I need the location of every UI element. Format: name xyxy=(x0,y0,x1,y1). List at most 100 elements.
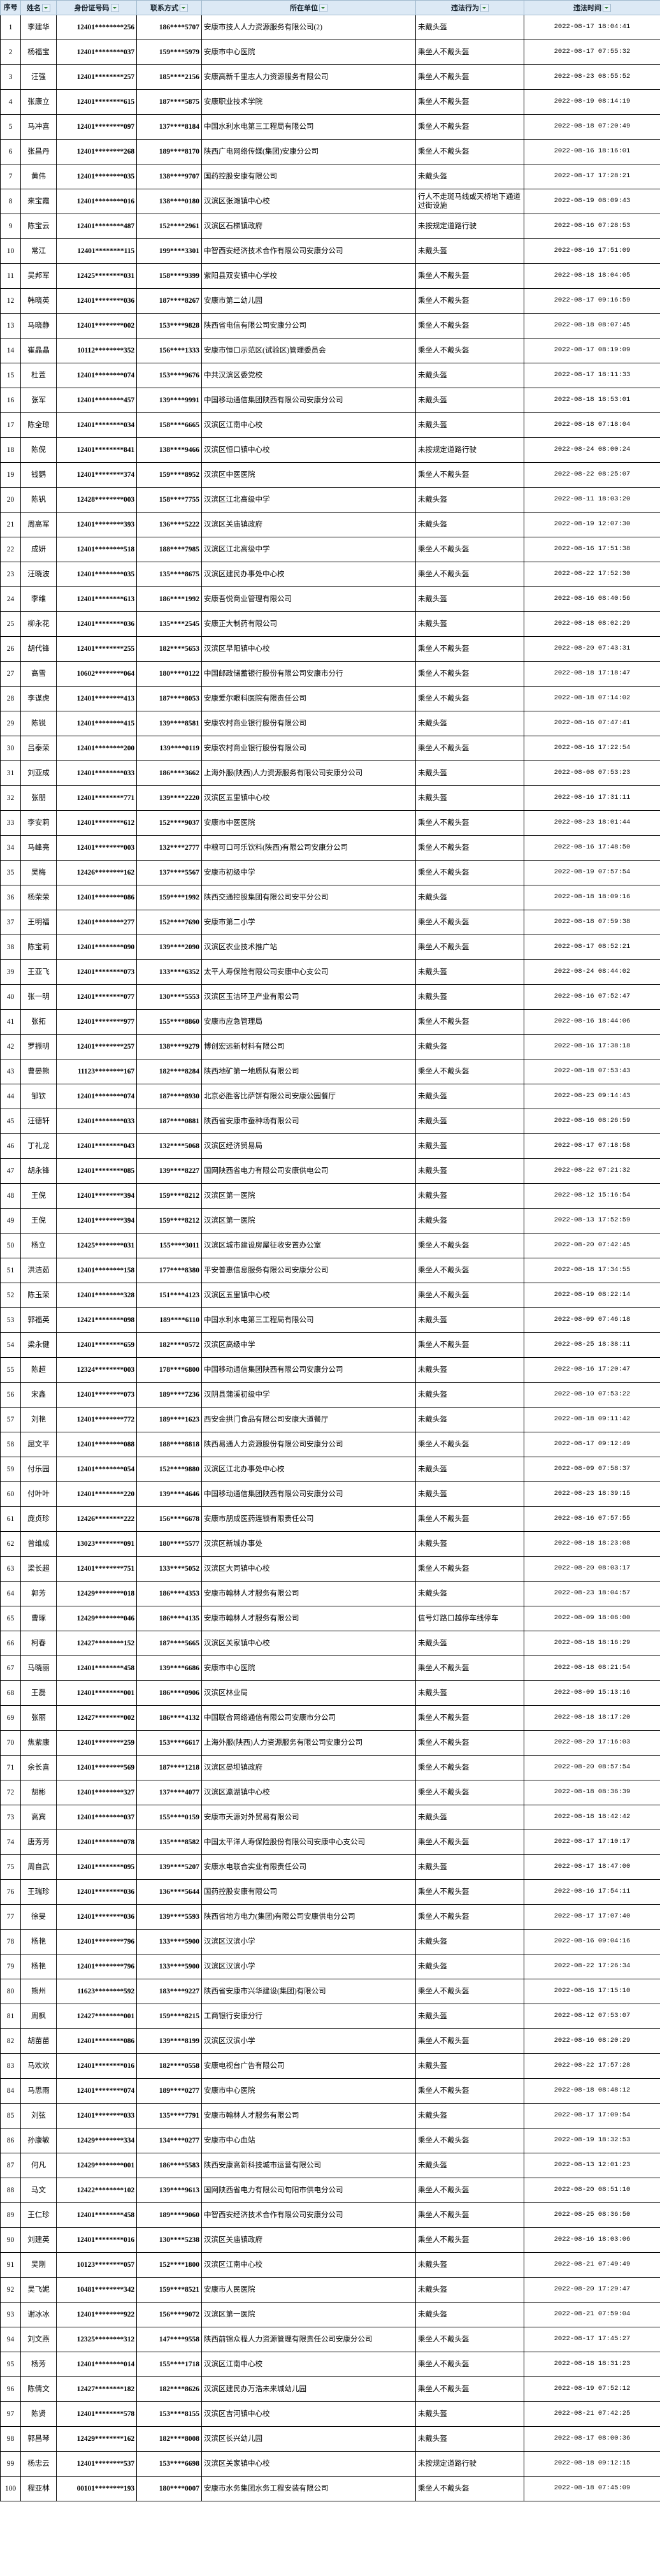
cell-idx[interactable]: 36 xyxy=(0,885,21,910)
cell-phone[interactable]: 153****8155 xyxy=(136,2401,202,2427)
cell-idx[interactable]: 88 xyxy=(0,2178,21,2203)
cell-unit[interactable]: 中共汉滨区委党校 xyxy=(201,363,416,388)
cell-name[interactable]: 刘弦 xyxy=(20,2103,57,2128)
cell-idx[interactable]: 81 xyxy=(0,2004,21,2029)
table-row[interactable]: 94 刘文燕 12325********312 147****9558 陕西前锦众程人力… xyxy=(0,2327,660,2352)
cell-time[interactable]: 2022-08-22 17:26:34 xyxy=(524,1954,660,1979)
cell-idx[interactable]: 71 xyxy=(0,1755,21,1780)
cell-phone[interactable]: 159****8215 xyxy=(136,2004,202,2029)
cell-idx[interactable]: 12 xyxy=(0,288,21,314)
cell-unit[interactable]: 国网陕西省电力有限公司安康供电公司 xyxy=(201,1158,416,1184)
cell-unit[interactable]: 汉滨区建民办事处中心校 xyxy=(201,562,416,587)
cell-behav[interactable]: 未戴头盔 xyxy=(415,711,524,736)
cell-idx[interactable]: 53 xyxy=(0,1307,21,1333)
cell-unit[interactable]: 汉滨区江北高级中学 xyxy=(201,537,416,562)
cell-unit[interactable]: 陕西地矿第一地质队有限公司 xyxy=(201,1059,416,1084)
cell-id[interactable]: 12401********922 xyxy=(56,2302,137,2327)
cell-behav[interactable]: 信号灯路口越停车线停车 xyxy=(415,1606,524,1631)
cell-id[interactable]: 13023********091 xyxy=(56,1531,137,1557)
cell-id[interactable]: 12401********268 xyxy=(56,139,137,164)
cell-behav[interactable]: 乘坐人不戴头盔 xyxy=(415,2128,524,2153)
cell-time[interactable]: 2022-08-18 18:04:05 xyxy=(524,263,660,289)
cell-unit[interactable]: 安康吾悦商业管理有限公司 xyxy=(201,586,416,612)
cell-unit[interactable]: 中智西安经济技术合作有限公司安康分公司 xyxy=(201,2202,416,2228)
cell-phone[interactable]: 180****0007 xyxy=(136,2476,202,2501)
cell-time[interactable]: 2022-08-18 17:18:47 xyxy=(524,661,660,687)
cell-phone[interactable]: 153****9828 xyxy=(136,313,202,338)
cell-name[interactable]: 成妍 xyxy=(20,537,57,562)
cell-time[interactable]: 2022-08-20 08:57:54 xyxy=(524,1755,660,1780)
cell-time[interactable]: 2022-08-09 15:13:16 xyxy=(524,1680,660,1706)
cell-behav[interactable]: 乘坐人不戴头盔 xyxy=(415,114,524,140)
cell-idx[interactable]: 19 xyxy=(0,462,21,488)
cell-name[interactable]: 陈贤 xyxy=(20,2401,57,2427)
cell-name[interactable]: 郭昌琴 xyxy=(20,2426,57,2452)
cell-time[interactable]: 2022-08-16 07:47:41 xyxy=(524,711,660,736)
cell-behav[interactable]: 乘坐人不戴头盔 xyxy=(415,1755,524,1780)
cell-unit[interactable]: 陕西前锦众程人力资源管理有限责任公司安康分公司 xyxy=(201,2327,416,2352)
cell-name[interactable]: 汪德轩 xyxy=(20,1109,57,1134)
cell-time[interactable]: 2022-08-16 18:16:01 xyxy=(524,139,660,164)
cell-phone[interactable]: 177****8380 xyxy=(136,1258,202,1283)
cell-phone[interactable]: 182****8008 xyxy=(136,2426,202,2452)
cell-behav[interactable]: 未戴头盔 xyxy=(415,2053,524,2079)
cell-time[interactable]: 2022-08-10 07:53:22 xyxy=(524,1382,660,1408)
table-row[interactable]: 10 常江 12401********115 199****3301 中智西安经济技术合… xyxy=(0,238,660,264)
cell-phone[interactable]: 155****8860 xyxy=(136,1009,202,1035)
cell-id[interactable]: 12427********182 xyxy=(56,2376,137,2402)
cell-id[interactable]: 12428********003 xyxy=(56,487,137,513)
cell-idx[interactable]: 69 xyxy=(0,1705,21,1731)
cell-phone[interactable]: 158****9399 xyxy=(136,263,202,289)
cell-id[interactable]: 12401********037 xyxy=(56,40,137,65)
cell-idx[interactable]: 21 xyxy=(0,512,21,537)
column-header-unit[interactable]: 所在单位 xyxy=(201,0,416,15)
table-row[interactable]: 96 陈倩文 12427********182 182****8626 汉滨区建民办万浩… xyxy=(0,2376,660,2402)
cell-phone[interactable]: 188****8818 xyxy=(136,1432,202,1457)
table-row[interactable]: 54 梁永健 12401********659 182****0572 汉滨区高级中学乘… xyxy=(0,1332,660,1358)
cell-name[interactable]: 陈超 xyxy=(20,1357,57,1383)
column-header-id[interactable]: 身份证号码 xyxy=(56,0,137,15)
cell-name[interactable]: 胡苗苗 xyxy=(20,2028,57,2054)
cell-behav[interactable]: 未戴头盔 xyxy=(415,586,524,612)
cell-id[interactable]: 12425********031 xyxy=(56,1233,137,1258)
cell-unit[interactable]: 中国太平洋人寿保险股份有限公司安康中心支公司 xyxy=(201,1830,416,1855)
cell-phone[interactable]: 139****8199 xyxy=(136,2028,202,2054)
cell-behav[interactable]: 未戴头盔 xyxy=(415,1307,524,1333)
cell-time[interactable]: 2022-08-18 18:16:29 xyxy=(524,1631,660,1656)
cell-behav[interactable]: 乘坐人不戴头盔 xyxy=(415,1655,524,1681)
cell-time[interactable]: 2022-08-18 18:23:08 xyxy=(524,1531,660,1557)
cell-id[interactable]: 12401********034 xyxy=(56,412,137,438)
cell-time[interactable]: 2022-08-16 17:22:54 xyxy=(524,736,660,761)
cell-name[interactable]: 曾维成 xyxy=(20,1531,57,1557)
cell-id[interactable]: 12401********074 xyxy=(56,363,137,388)
cell-time[interactable]: 2022-08-16 07:57:55 xyxy=(524,1506,660,1532)
cell-unit[interactable]: 工商银行安康分行 xyxy=(201,2004,416,2029)
cell-phone[interactable]: 159****1992 xyxy=(136,885,202,910)
table-row[interactable]: 81 周枫 12427********001 159****8215 工商银行安康分行未… xyxy=(0,2004,660,2029)
cell-unit[interactable]: 陕西省安康市兴华建设(集团)有限公司 xyxy=(201,1979,416,2004)
cell-behav[interactable]: 乘坐人不戴头盔 xyxy=(415,1979,524,2004)
cell-id[interactable]: 12401********043 xyxy=(56,1133,137,1159)
cell-phone[interactable]: 189****7236 xyxy=(136,1382,202,1408)
table-row[interactable]: 22 成妍 12401********518 188****7985 汉滨区江北高级中学… xyxy=(0,537,660,562)
cell-phone[interactable]: 139****4646 xyxy=(136,1481,202,1507)
cell-phone[interactable]: 189****0277 xyxy=(136,2078,202,2104)
cell-behav[interactable]: 未戴头盔 xyxy=(415,2153,524,2178)
cell-behav[interactable]: 乘坐人不戴头盔 xyxy=(415,1009,524,1035)
cell-name[interactable]: 熊州 xyxy=(20,1979,57,2004)
cell-behav[interactable]: 乘坐人不戴头盔 xyxy=(415,2327,524,2352)
cell-idx[interactable]: 44 xyxy=(0,1084,21,1109)
cell-name[interactable]: 张拓 xyxy=(20,1009,57,1035)
cell-behav[interactable]: 乘坐人不戴头盔 xyxy=(415,2202,524,2228)
cell-name[interactable]: 付乐园 xyxy=(20,1457,57,1482)
cell-name[interactable]: 杨福宝 xyxy=(20,40,57,65)
cell-time[interactable]: 2022-08-19 08:09:43 xyxy=(524,189,660,214)
cell-id[interactable]: 10481********342 xyxy=(56,2277,137,2303)
table-row[interactable]: 77 徐旻 12401********036 139****5593 陕西省地方电力(集… xyxy=(0,1904,660,1930)
cell-unit[interactable]: 中智西安经济技术合作有限公司安康分公司 xyxy=(201,238,416,264)
cell-time[interactable]: 2022-08-22 08:25:07 xyxy=(524,462,660,488)
cell-id[interactable]: 12401********036 xyxy=(56,1904,137,1930)
cell-unit[interactable]: 安康市中心医院 xyxy=(201,40,416,65)
cell-unit[interactable]: 陕西省地方电力(集团)有限公司安康供电分公司 xyxy=(201,1904,416,1930)
cell-time[interactable]: 2022-08-18 07:18:04 xyxy=(524,412,660,438)
